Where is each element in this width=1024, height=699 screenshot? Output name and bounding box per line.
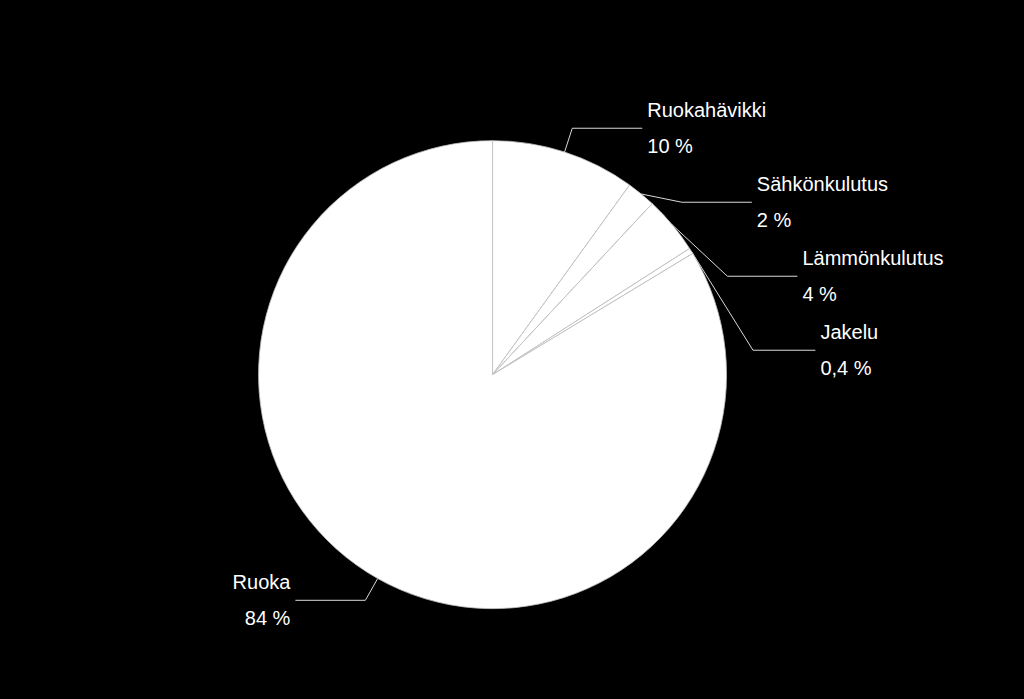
svg-text:2 %: 2 % <box>757 209 792 231</box>
svg-text:Sähkönkulutus: Sähkönkulutus <box>757 173 888 195</box>
svg-text:4 %: 4 % <box>802 283 837 305</box>
svg-text:Ruokahävikki: Ruokahävikki <box>647 99 766 121</box>
svg-text:Jakelu: Jakelu <box>820 321 878 343</box>
svg-text:Ruoka: Ruoka <box>233 571 292 593</box>
svg-text:Lämmönkulutus: Lämmönkulutus <box>802 247 943 269</box>
svg-text:10 %: 10 % <box>647 135 693 157</box>
svg-text:0,4 %: 0,4 % <box>820 357 871 379</box>
svg-text:84 %: 84 % <box>245 607 291 629</box>
